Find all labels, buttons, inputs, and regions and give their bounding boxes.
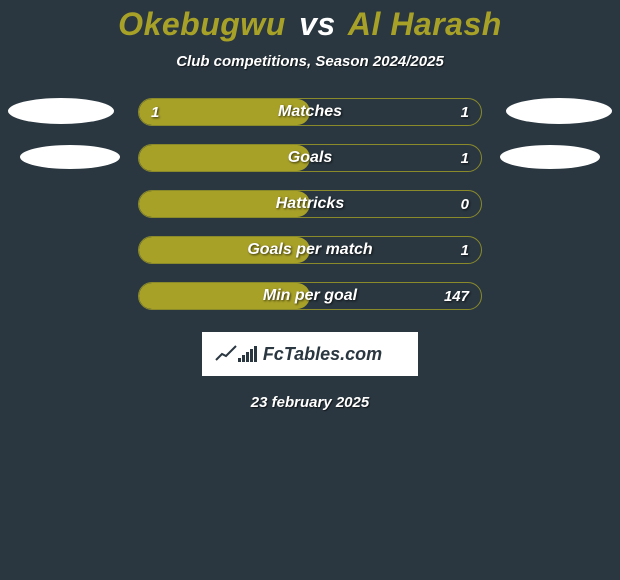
right-ellipse <box>500 145 600 169</box>
stat-row: 147Min per goal <box>0 282 620 310</box>
bar-chart-icon <box>238 346 257 362</box>
stat-right-value: 1 <box>461 145 469 171</box>
stats-rows: 11Matches1Goals0Hattricks1Goals per matc… <box>0 98 620 310</box>
player2-name: Al Harash <box>348 6 502 42</box>
stat-bar-fill <box>139 99 310 125</box>
comparison-card: Okebugwu vs Al Harash Club competitions,… <box>0 0 620 411</box>
stat-right-value: 1 <box>461 99 469 125</box>
stat-right-value: 0 <box>461 191 469 217</box>
stat-bar: 1Goals per match <box>138 236 482 264</box>
player1-name: Okebugwu <box>118 6 286 42</box>
stat-row: 1Goals per match <box>0 236 620 264</box>
subtitle: Club competitions, Season 2024/2025 <box>176 53 444 70</box>
stat-left-value: 1 <box>151 99 159 125</box>
stat-row: 0Hattricks <box>0 190 620 218</box>
logo-box[interactable]: FcTables.com <box>202 332 418 376</box>
stat-right-value: 147 <box>444 283 469 309</box>
stat-bar-fill <box>139 191 310 217</box>
left-ellipse <box>20 145 120 169</box>
title-vs: vs <box>299 6 336 42</box>
stat-row: 1Goals <box>0 144 620 172</box>
stat-bar-fill <box>139 145 310 171</box>
stat-bar: 11Matches <box>138 98 482 126</box>
logo-text: FcTables.com <box>263 344 382 365</box>
stat-bar: 0Hattricks <box>138 190 482 218</box>
stat-row: 11Matches <box>0 98 620 126</box>
title: Okebugwu vs Al Harash <box>118 6 502 43</box>
stat-right-value: 1 <box>461 237 469 263</box>
right-ellipse <box>506 98 612 124</box>
stat-bar: 147Min per goal <box>138 282 482 310</box>
stat-bar-fill <box>139 237 310 263</box>
stat-bar: 1Goals <box>138 144 482 172</box>
left-ellipse <box>8 98 114 124</box>
stat-bar-fill <box>139 283 310 309</box>
date-line: 23 february 2025 <box>251 394 369 411</box>
